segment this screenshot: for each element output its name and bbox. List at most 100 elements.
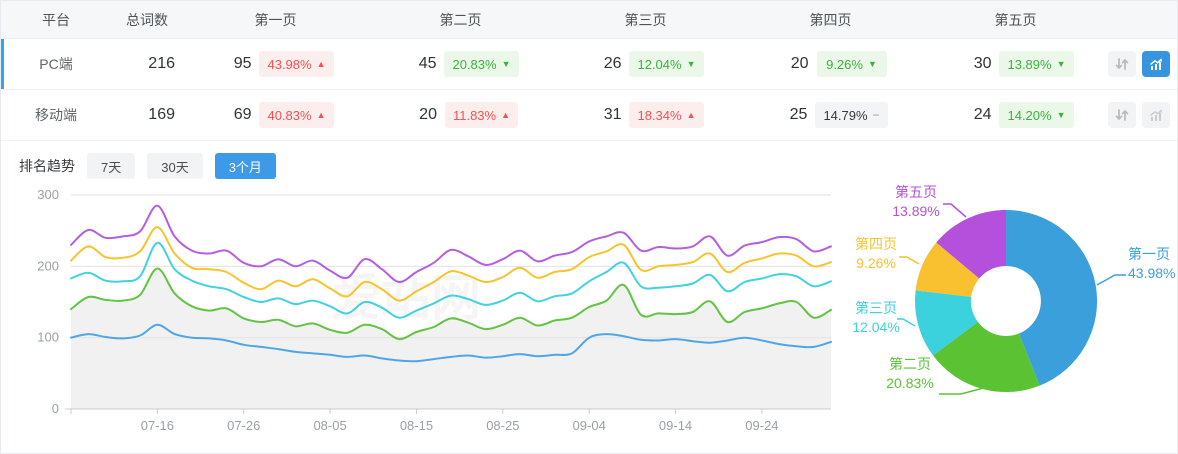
page2-trend-badge: 11.83% ▲ xyxy=(444,102,519,128)
page1-trend-badge: 43.98% ▲ xyxy=(259,51,334,77)
total-words-value: 169 xyxy=(148,106,175,123)
pie-slice-第四页[interactable] xyxy=(915,242,980,297)
page4-cell: 20 9.26% ▼ xyxy=(738,51,923,77)
page5-cell: 24 14.20% ▼ xyxy=(923,102,1108,128)
trend-flat-icon: − xyxy=(872,108,880,122)
y-axis-label: 200 xyxy=(37,258,59,273)
line-series-第一页 xyxy=(70,323,832,363)
pie-slice-第一页[interactable] xyxy=(1006,209,1098,386)
page4-trend-badge: 14.79% − xyxy=(815,102,888,128)
y-axis-label: 0 xyxy=(52,401,59,416)
pie-label-value: 43.98% xyxy=(1128,265,1176,281)
page3-count: 26 xyxy=(603,55,622,72)
x-axis-label: 08-25 xyxy=(486,418,519,433)
platform-label: PC端 xyxy=(39,56,73,72)
table-row-pc[interactable]: PC端 216 95 43.98% ▲ 45 20.83% ▼ 26 12.04% ▼… xyxy=(1,39,1177,90)
pie-label-第四页: 第四页 9.26% xyxy=(847,235,905,273)
sort-icon[interactable] xyxy=(1108,102,1136,128)
column-header-platform: 平台 xyxy=(42,11,70,28)
x-axis-label: 09-14 xyxy=(659,418,692,433)
pie-label-name: 第二页 xyxy=(889,356,931,372)
pie-label-value: 12.04% xyxy=(852,319,900,335)
page2-cell: 20 11.83% ▲ xyxy=(368,102,553,128)
line-series-第五页 xyxy=(70,204,832,283)
page1-trend-badge: 40.83% ▲ xyxy=(259,102,334,128)
pie-label-value: 9.26% xyxy=(856,255,896,271)
page5-count: 24 xyxy=(973,106,992,123)
pie-label-value: 20.83% xyxy=(886,375,934,391)
x-axis-label: 07-16 xyxy=(141,418,174,433)
tab-3-months[interactable]: 3个月 xyxy=(214,153,276,179)
pie-label-value: 13.89% xyxy=(892,203,940,219)
pie-leader-line-第二页 xyxy=(939,385,992,395)
column-header-page5: 第五页 xyxy=(994,11,1037,28)
trend-down-icon: ▼ xyxy=(867,58,877,69)
keyword-rank-table: 平台 总词数 第一页 第二页 第三页 第四页 第五页 PC端 216 95 43… xyxy=(1,1,1177,141)
line-series-第二页 xyxy=(70,267,832,341)
x-axis-label: 08-15 xyxy=(400,418,433,433)
pie-slice-第三页[interactable] xyxy=(914,290,978,356)
tab-30-days[interactable]: 30天 xyxy=(147,153,203,179)
x-axis-label: 09-24 xyxy=(745,418,778,433)
trend-up-icon: ▲ xyxy=(686,109,696,120)
area-fill-第二页 xyxy=(71,268,831,409)
row-actions xyxy=(1108,102,1177,128)
pie-label-name: 第四页 xyxy=(855,236,897,252)
x-axis-label: 07-26 xyxy=(227,418,260,433)
pie-label-第一页: 第一页 43.98% xyxy=(1128,245,1175,283)
trend-up-icon: ▲ xyxy=(316,109,326,120)
charts-area: 0 100 200 300 爱站网 07-16 07-26 08-05 08-15 08-25 09… xyxy=(1,183,1177,447)
pie-slice-第五页[interactable] xyxy=(936,210,1006,279)
row-actions xyxy=(1108,51,1177,77)
trend-down-icon: ▼ xyxy=(686,58,696,69)
pie-label-第三页: 第三页 12.04% xyxy=(847,299,905,337)
page3-trend-badge: 18.34% ▲ xyxy=(629,102,704,128)
y-axis-label: 100 xyxy=(37,330,59,345)
page2-trend-badge: 20.83% ▼ xyxy=(444,51,519,77)
page4-count: 25 xyxy=(789,106,808,123)
pie-leader-line-第四页 xyxy=(899,256,920,265)
table-header: 平台 总词数 第一页 第二页 第三页 第四页 第五页 xyxy=(1,1,1177,39)
page3-trend-badge: 12.04% ▼ xyxy=(629,51,704,77)
page4-count: 20 xyxy=(790,55,809,72)
page2-count: 20 xyxy=(419,106,437,123)
trend-up-icon: ▲ xyxy=(316,58,326,69)
x-axis-label: 08-05 xyxy=(313,418,346,433)
pie-label-name: 第三页 xyxy=(855,300,897,316)
sort-icon[interactable] xyxy=(1108,51,1136,77)
page5-trend-badge: 13.89% ▼ xyxy=(999,51,1074,77)
x-axis-label: 09-04 xyxy=(573,418,606,433)
line-series-第三页 xyxy=(70,241,832,319)
column-header-page4: 第四页 xyxy=(809,11,852,28)
page5-trend-badge: 14.20% ▼ xyxy=(999,102,1074,128)
trend-chart-icon[interactable] xyxy=(1142,102,1170,128)
column-header-page3: 第三页 xyxy=(624,11,667,28)
column-header-total: 总词数 xyxy=(126,11,168,28)
page-distribution-donut-chart: 第一页 43.98% 第二页 20.83% 第三页 12.04% 第四页 9.26% 第五页 13… xyxy=(841,183,1177,447)
column-header-page1: 第一页 xyxy=(254,11,297,28)
trend-range-tabs: 7天 30天 3个月 xyxy=(87,153,276,179)
platform-label: 移动端 xyxy=(35,107,77,123)
page1-cell: 69 40.83% ▲ xyxy=(183,102,368,128)
rank-trend-line-chart: 0 100 200 300 爱站网 07-16 07-26 08-05 08-15 08-25 09… xyxy=(1,185,841,447)
trend-toolbar: 排名趋势 7天 30天 3个月 xyxy=(1,141,1177,185)
trend-chart-icon[interactable] xyxy=(1142,51,1170,77)
trend-up-icon: ▲ xyxy=(501,109,511,120)
tab-7-days[interactable]: 7天 xyxy=(87,153,136,179)
table-row-mobile[interactable]: 移动端 169 69 40.83% ▲ 20 11.83% ▲ 31 18.34% ▲… xyxy=(1,90,1177,141)
line-series-第四页 xyxy=(70,226,832,302)
trend-title: 排名趋势 xyxy=(19,158,75,174)
pie-slice-第二页[interactable] xyxy=(933,321,1040,393)
y-axis-label: 300 xyxy=(37,187,59,202)
page5-cell: 30 13.89% ▼ xyxy=(923,51,1108,77)
pie-leader-line-第五页 xyxy=(943,203,967,218)
page3-count: 31 xyxy=(603,106,622,123)
trend-down-icon: ▼ xyxy=(1056,109,1066,120)
page1-count: 69 xyxy=(233,106,252,123)
pie-label-第五页: 第五页 13.89% xyxy=(887,183,945,221)
page2-count: 45 xyxy=(418,55,437,72)
page4-trend-badge: 9.26% ▼ xyxy=(816,51,887,77)
page1-count: 95 xyxy=(233,55,252,72)
trend-down-icon: ▼ xyxy=(501,58,511,69)
